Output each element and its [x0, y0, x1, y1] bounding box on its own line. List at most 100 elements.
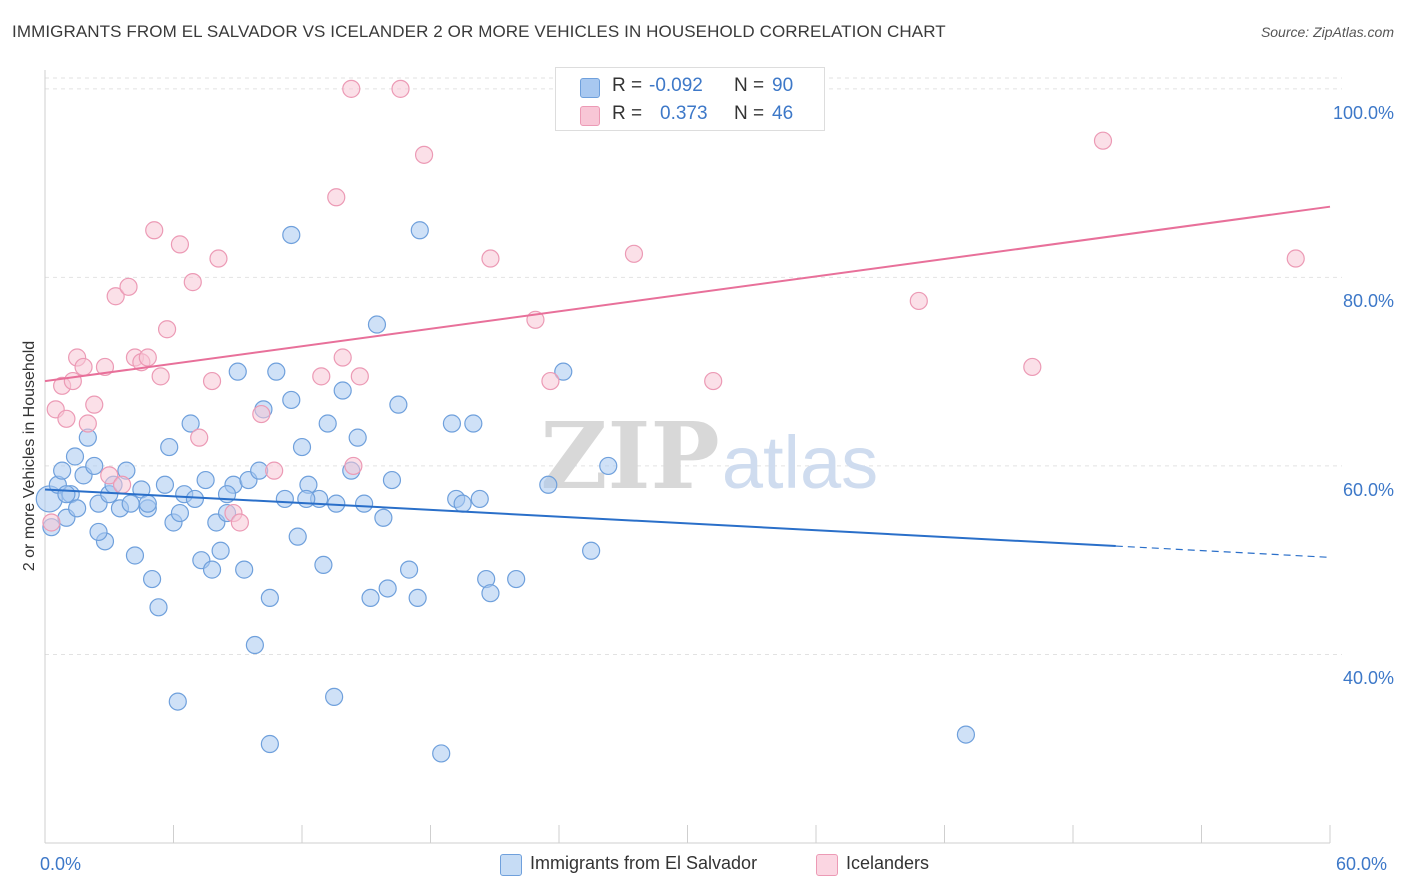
point-el-salvador [464, 414, 483, 433]
point-el-salvador [367, 315, 387, 334]
legend: Immigrants from El Salvador Icelanders [0, 852, 1406, 878]
point-el-salvador [168, 692, 187, 711]
x-tick-max: 60.0% [1336, 854, 1388, 874]
trend-line-el-salvador [44, 488, 1116, 548]
stats-swatch-blue [580, 78, 600, 98]
point-icelanders [414, 145, 434, 164]
point-icelanders [230, 513, 249, 532]
point-el-salvador [170, 503, 190, 523]
point-el-salvador [228, 362, 247, 381]
point-icelanders [157, 320, 177, 339]
point-el-salvador [155, 475, 175, 494]
point-el-salvador [160, 437, 179, 457]
point-icelanders [78, 414, 97, 433]
stats-r-value: 0.373 [660, 103, 708, 124]
point-icelanders [202, 371, 222, 391]
y-tick-label: 100.0% [1332, 102, 1394, 123]
point-el-salvador [267, 362, 286, 381]
point-icelanders [63, 371, 82, 391]
point-icelanders [704, 371, 723, 391]
point-el-salvador [65, 447, 85, 466]
x-axis [44, 70, 1331, 844]
point-el-salvador [181, 414, 200, 433]
point-el-salvador [185, 489, 205, 509]
point-icelanders [170, 235, 190, 254]
point-icelanders [85, 395, 104, 414]
y-tick-label: 80.0% [1342, 291, 1394, 312]
point-el-salvador [89, 522, 108, 542]
stats-r-value: -0.092 [649, 75, 703, 96]
legend-label: Immigrants from El Salvador [530, 853, 758, 873]
point-icelanders [1093, 131, 1113, 150]
point-el-salvador [956, 725, 976, 744]
point-el-salvador [378, 579, 397, 598]
point-el-salvador [149, 598, 168, 617]
point-icelanders [145, 221, 164, 240]
point-icelanders [541, 371, 560, 391]
point-el-salvador [260, 588, 279, 608]
point-el-salvador [260, 734, 279, 754]
point-el-salvador [314, 555, 333, 575]
legend-swatch-blue [500, 854, 522, 876]
point-el-salvador [507, 569, 526, 589]
point-el-salvador [318, 414, 337, 433]
x-tick-min: 0.0% [40, 854, 82, 874]
point-icelanders [42, 513, 61, 532]
chart-title: IMMIGRANTS FROM EL SALVADOR VS ICELANDER… [12, 22, 946, 41]
trend-line-icelanders [44, 205, 1331, 383]
point-el-salvador [85, 456, 104, 476]
stats-row-blue: R = -0.092 N = 90 [556, 72, 824, 100]
point-el-salvador [432, 744, 451, 763]
point-icelanders [74, 357, 93, 377]
point-icelanders [342, 79, 361, 98]
point-el-salvador [297, 489, 316, 509]
point-el-salvador [125, 546, 145, 565]
point-icelanders [312, 367, 331, 386]
point-el-salvador [57, 485, 76, 504]
point-el-salvador [539, 475, 558, 494]
point-icelanders [350, 367, 369, 386]
stats-r-label: R = [612, 75, 643, 96]
point-icelanders [57, 409, 76, 428]
point-el-salvador [389, 395, 408, 414]
watermark-zip: ZIP [540, 402, 719, 510]
point-icelanders [265, 461, 284, 480]
y-tick-label: 40.0% [1342, 668, 1394, 689]
legend-label: Icelanders [846, 853, 930, 873]
point-el-salvador [245, 635, 264, 655]
stats-n-value: 90 [772, 75, 794, 96]
point-icelanders [138, 348, 157, 367]
trend-extension-el-salvador [1115, 545, 1331, 558]
point-el-salvador [442, 414, 462, 433]
point-el-salvador [142, 569, 162, 589]
point-icelanders [112, 475, 132, 494]
point-icelanders [119, 277, 138, 296]
point-el-salvador [211, 541, 230, 560]
point-el-salvador [202, 560, 222, 579]
point-icelanders [151, 367, 170, 386]
point-icelanders [100, 466, 119, 485]
stats-r-label: R = [612, 103, 643, 124]
point-el-salvador [282, 390, 301, 410]
point-icelanders [391, 79, 410, 98]
point-el-salvador [292, 437, 312, 457]
stats-n-value: 46 [772, 103, 794, 124]
point-el-salvador [275, 489, 294, 509]
point-el-salvador [53, 461, 72, 480]
stats-n-label: N = [734, 75, 765, 96]
trend-lines [44, 205, 1331, 558]
point-el-salvador [582, 541, 601, 560]
point-el-salvador [68, 499, 87, 518]
point-icelanders [327, 188, 346, 207]
point-el-salvador [348, 428, 367, 447]
point-icelanders [624, 244, 644, 263]
point-icelanders [190, 428, 209, 447]
point-el-salvador [470, 489, 489, 509]
point-el-salvador [399, 560, 419, 579]
point-el-salvador [554, 362, 573, 381]
point-el-salvador [235, 560, 254, 579]
point-icelanders [209, 249, 228, 268]
source-label: Source: ZipAtlas.com [1260, 24, 1394, 40]
point-el-salvador [355, 494, 374, 513]
